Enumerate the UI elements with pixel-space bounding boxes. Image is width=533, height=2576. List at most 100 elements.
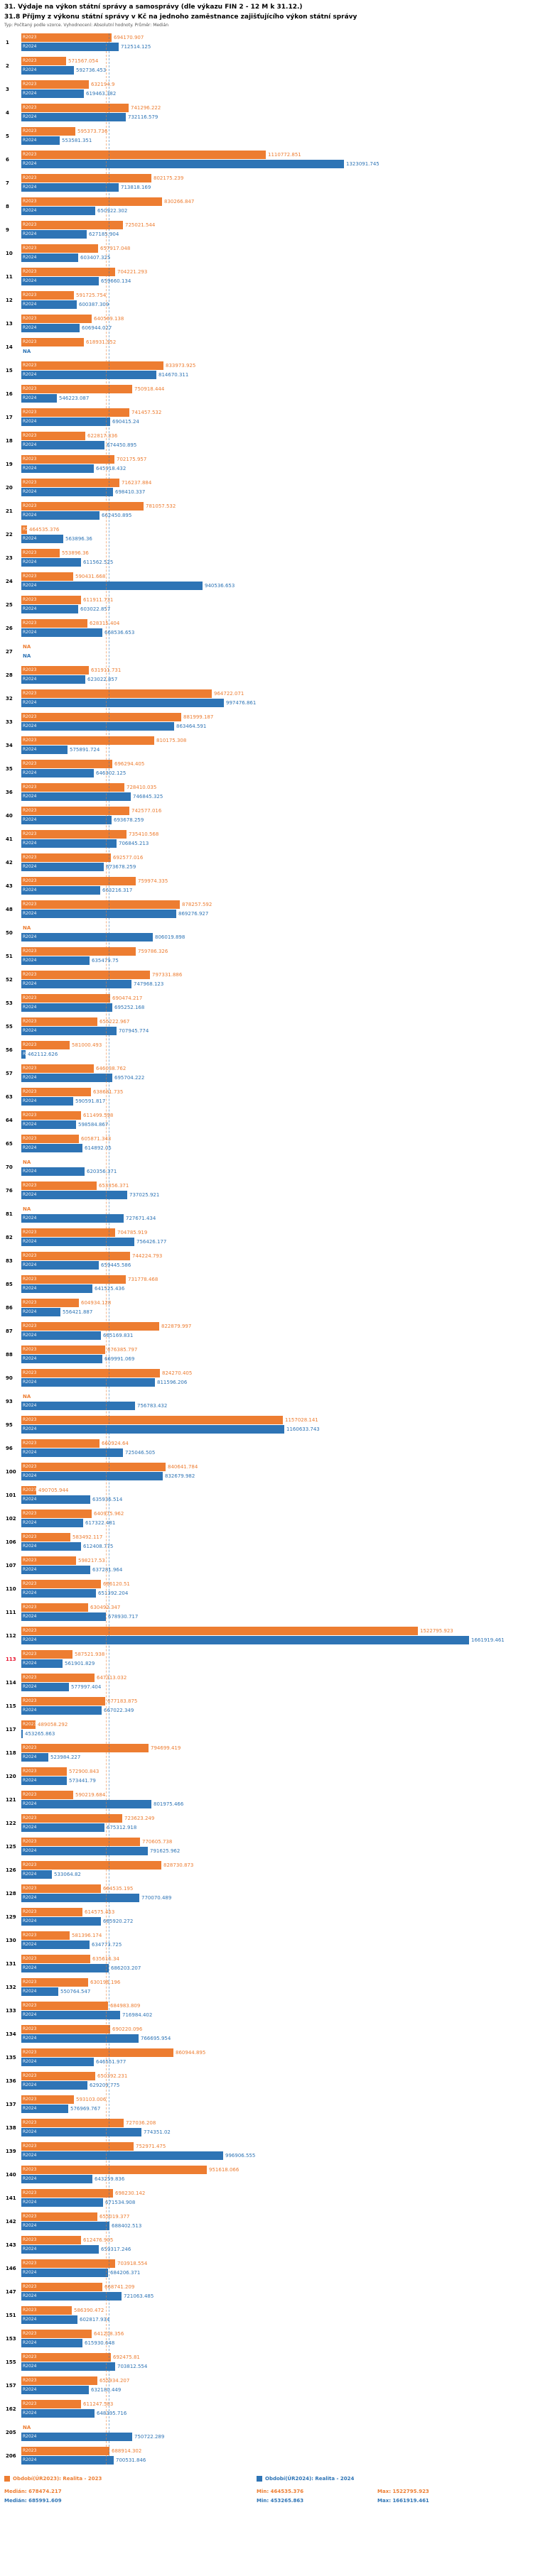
- row-number: 19: [6, 461, 13, 467]
- series-tag: R2024: [23, 2129, 37, 2134]
- row-number: 28: [6, 672, 13, 678]
- bar-value-r2023: 750918.444: [134, 386, 165, 392]
- row-number: 120: [6, 1773, 16, 1779]
- bar-value-r2024: 750722.289: [134, 2434, 165, 2440]
- series-tag: R2024: [23, 1754, 37, 1759]
- bar-r2023: R2023: [21, 1017, 97, 1026]
- bar-line-r2023: R2023 622817.336: [21, 432, 533, 440]
- bar-value-r2023: 723623.249: [124, 1816, 155, 1821]
- bar-line-r2023: R2023 590431.668: [21, 572, 533, 581]
- bar-line-r2023: R2023 657917.048: [21, 244, 533, 253]
- row-bars: R2023 830266.847 R2024 650922.302: [21, 197, 533, 215]
- stat-max-2023: Max: 1522795.923: [377, 2489, 429, 2494]
- bar-line-r2023: R2023 618931.952: [21, 338, 533, 346]
- series-tag: R2023: [23, 2331, 37, 2336]
- bar-line-r2023: R2023 741296.222: [21, 104, 533, 112]
- series-tag: R2024: [23, 794, 37, 799]
- row-number: 40: [6, 812, 13, 819]
- bar-r2023: R2023: [21, 268, 115, 276]
- bar-line-r2023: R2023 668741.209: [21, 2283, 533, 2291]
- bar-line-r2024: R2024 673678.259: [21, 863, 533, 871]
- row-bars: R2023 590431.668 R2024 940536.653: [21, 572, 533, 590]
- bar-value-r2024: 533064.82: [54, 1872, 81, 1877]
- series-tag: R2023: [23, 1909, 37, 1914]
- series-tag: R2023: [23, 2308, 37, 2313]
- chart-row-group: 135 R2023 860944.895 R2024 646551.977: [0, 2048, 533, 2066]
- row-bars: R2023 591725.754 R2024 600387.309: [21, 291, 533, 309]
- series-tag: R2024: [23, 2200, 37, 2205]
- bar-r2023: R2023: [21, 1767, 67, 1776]
- bar-line-r2024: R2024 563896.36: [21, 535, 533, 543]
- bar-value-r2023: 759974.335: [138, 878, 168, 884]
- bar-line-r2023: R2023 605871.343: [21, 1135, 533, 1143]
- bar-line-r2023: R2023 581000.493: [21, 1041, 533, 1049]
- bar-line-r2023: R2023 704221.293: [21, 268, 533, 276]
- bar-line-r2024: R2024 561901.829: [21, 1659, 533, 1668]
- bar-r2023: R2023: [21, 408, 129, 417]
- series-tag: R2024: [23, 911, 37, 916]
- row-bars: R2023 653356.371 R2024 737025.921: [21, 1181, 533, 1199]
- bar-r2024: R2024: [21, 441, 104, 449]
- row-number: 1: [6, 39, 9, 45]
- bar-r2023: R2023: [21, 244, 98, 253]
- row-number: 141: [6, 2195, 16, 2201]
- bar-value-r2024: 712514.125: [121, 44, 151, 50]
- bar-r2023: R2023: [21, 338, 84, 346]
- series-tag: R2023: [23, 691, 37, 696]
- bar-r2023: R2023: [21, 666, 89, 675]
- bar-r2024: R2024: [21, 2011, 120, 2019]
- chart-row-group: 205 NA R2024 750722.289: [0, 2423, 533, 2441]
- chart-row-group: 146 R2023 703918.554 R2024 684206.371: [0, 2259, 533, 2277]
- bar-value-r2023: 692577.016: [113, 855, 144, 861]
- row-bars: R2023 951618.066 R2024 643259.836: [21, 2166, 533, 2183]
- series-tag: R2023: [23, 738, 37, 743]
- bar-r2023: R2023: [21, 221, 123, 229]
- bar-value-r2024: 637281.964: [92, 1567, 123, 1573]
- bar-r2023: R2023: [21, 1463, 166, 1471]
- row-number: 93: [6, 1398, 13, 1404]
- series-tag: R2023: [23, 2214, 37, 2219]
- series-tag: R2024: [23, 1590, 37, 1595]
- bar-value-r2023: 741457.532: [131, 410, 162, 415]
- row-number: 16: [6, 391, 13, 397]
- bar-value-r2024: 806019.898: [155, 934, 185, 940]
- series-tag: R2024: [23, 934, 37, 939]
- chart-row-group: 110 R2023 666120.51 R2024 651392.204: [0, 1580, 533, 1598]
- bar-value-r2023: 727036.208: [126, 2120, 156, 2126]
- bar-r2024: R2024: [21, 1284, 92, 1293]
- bar-value-r2023: 878257.592: [182, 902, 212, 907]
- row-bars: R2023 614575.453 R2024 665920.272: [21, 1908, 533, 1926]
- bar-value-r2023: 618931.952: [86, 339, 117, 345]
- bar-r2024: R2024: [21, 1448, 123, 1457]
- bar-r2024: R2024: [21, 2386, 89, 2394]
- series-tag: R2023: [23, 2097, 37, 2102]
- bar-value-r2024: 575891.724: [70, 747, 100, 753]
- bar-r2023: R2023: [21, 1697, 105, 1705]
- series-tag: R2024: [23, 1216, 37, 1221]
- series-tag: R2023: [23, 129, 37, 133]
- bar-line-r2024: R2024 665169.831: [21, 1331, 533, 1340]
- bar-value-r2023: 581000.493: [72, 1042, 102, 1048]
- chart-row-group: 132 R2023 630196.196 R2024 550764.547: [0, 1978, 533, 1996]
- series-tag: R2023: [23, 1324, 37, 1328]
- series-tag: R2024: [21, 1730, 23, 1738]
- series-tag: R2023: [23, 1698, 37, 1703]
- bar-value-r2023: 612476.905: [83, 2237, 114, 2243]
- series-tag: R2023: [23, 433, 37, 438]
- bar-line-r2023: R2023 611911.731: [21, 596, 533, 604]
- bar-r2023: R2023: [21, 1791, 73, 1799]
- series-tag: R2024: [23, 1965, 37, 1970]
- chart-row-group: 107 R2023 598217.53 R2024 637281.964: [0, 1556, 533, 1574]
- series-tag: R2023: [23, 1136, 37, 1141]
- chart-legend: Období(ÚR2023): Realita - 2023 Období(ÚR…: [4, 2476, 529, 2482]
- series-tag: R2024: [23, 114, 37, 119]
- bar-r2024: R2024: [21, 2245, 99, 2254]
- bar-line-r2023: R2023 878257.592: [21, 900, 533, 909]
- bar-value-r2024: 603022.857: [80, 606, 111, 612]
- bar-line-r2024: R2024 716984.402: [21, 2011, 533, 2019]
- bar-line-r2023: R2023 690220.096: [21, 2025, 533, 2034]
- row-bars: R2023 631911.731 R2024 623022.857: [21, 666, 533, 684]
- bar-line-r2024: R2024 629209.775: [21, 2081, 533, 2090]
- bar-value-r2024: 1323091.745: [346, 161, 379, 167]
- bar-r2024: R2024: [21, 1402, 135, 1410]
